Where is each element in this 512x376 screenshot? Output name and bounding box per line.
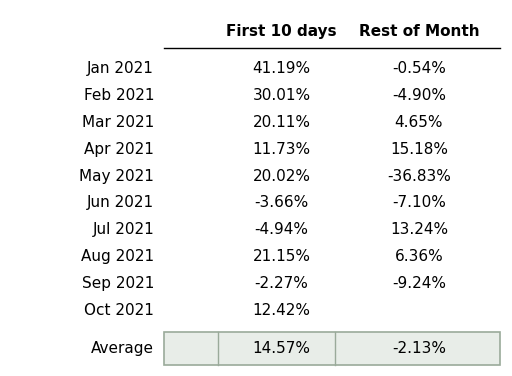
Text: 41.19%: 41.19% bbox=[252, 61, 310, 76]
Text: First 10 days: First 10 days bbox=[226, 24, 337, 39]
Text: 21.15%: 21.15% bbox=[252, 249, 310, 264]
Text: 20.11%: 20.11% bbox=[252, 115, 310, 130]
Text: -2.13%: -2.13% bbox=[392, 341, 446, 356]
Text: -7.10%: -7.10% bbox=[392, 196, 446, 211]
Text: 14.57%: 14.57% bbox=[252, 341, 310, 356]
Text: Aug 2021: Aug 2021 bbox=[81, 249, 154, 264]
Text: Oct 2021: Oct 2021 bbox=[84, 303, 154, 318]
Text: Sep 2021: Sep 2021 bbox=[82, 276, 154, 291]
Text: 4.65%: 4.65% bbox=[395, 115, 443, 130]
Text: -9.24%: -9.24% bbox=[392, 276, 446, 291]
Text: -4.90%: -4.90% bbox=[392, 88, 446, 103]
Text: 15.18%: 15.18% bbox=[390, 142, 448, 157]
Text: -4.94%: -4.94% bbox=[254, 222, 308, 237]
Text: 11.73%: 11.73% bbox=[252, 142, 310, 157]
Text: 20.02%: 20.02% bbox=[252, 168, 310, 183]
Text: Jul 2021: Jul 2021 bbox=[92, 222, 154, 237]
Text: 30.01%: 30.01% bbox=[252, 88, 310, 103]
Text: -36.83%: -36.83% bbox=[387, 168, 451, 183]
Text: May 2021: May 2021 bbox=[79, 168, 154, 183]
Text: Apr 2021: Apr 2021 bbox=[84, 142, 154, 157]
Text: -0.54%: -0.54% bbox=[392, 61, 446, 76]
Text: Jan 2021: Jan 2021 bbox=[87, 61, 154, 76]
Text: Jun 2021: Jun 2021 bbox=[87, 196, 154, 211]
Text: 6.36%: 6.36% bbox=[395, 249, 443, 264]
Text: -3.66%: -3.66% bbox=[254, 196, 309, 211]
FancyBboxPatch shape bbox=[164, 332, 500, 365]
Text: Mar 2021: Mar 2021 bbox=[82, 115, 154, 130]
Text: 12.42%: 12.42% bbox=[252, 303, 310, 318]
Text: -2.27%: -2.27% bbox=[254, 276, 308, 291]
Text: Average: Average bbox=[91, 341, 154, 356]
Text: Feb 2021: Feb 2021 bbox=[83, 88, 154, 103]
Text: Rest of Month: Rest of Month bbox=[358, 24, 479, 39]
Text: 13.24%: 13.24% bbox=[390, 222, 448, 237]
